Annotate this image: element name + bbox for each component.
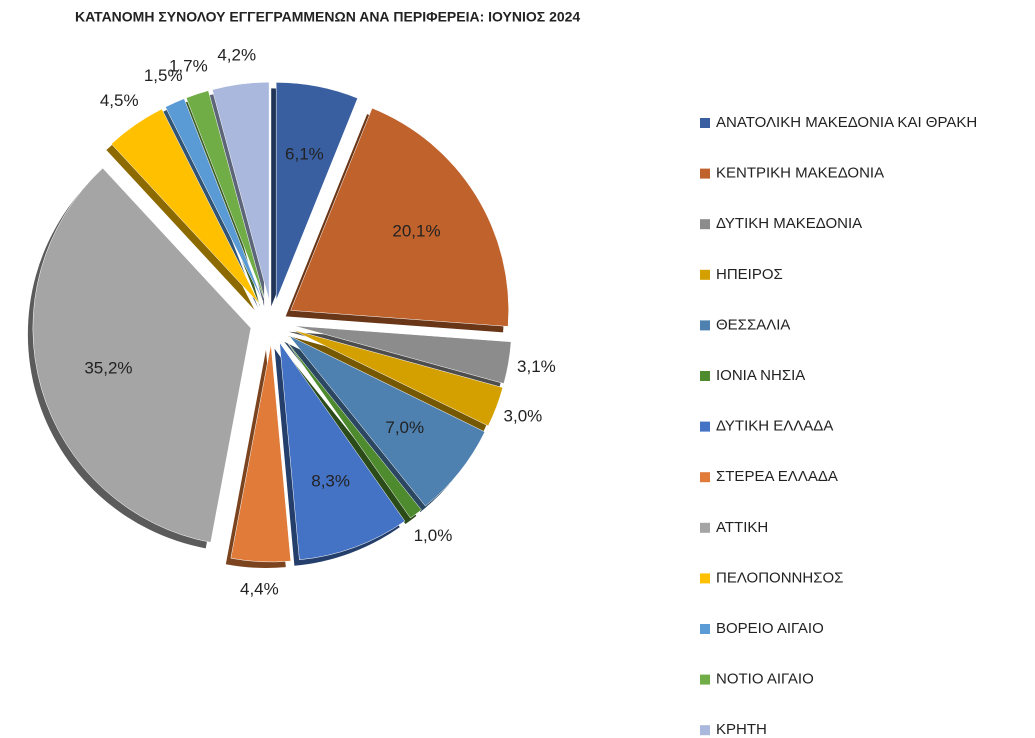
legend-swatch [700, 624, 710, 634]
slice [292, 329, 504, 427]
data-label: 3,1% [517, 357, 556, 376]
legend-label: ΒΟΡΕΙΟ ΑΙΓΑΙΟ [716, 620, 824, 637]
legend-swatch [700, 371, 710, 381]
legend-label: ΚΕΝΤΡΙΚΗ ΜΑΚΕΔΟΝΙΑ [716, 165, 884, 182]
slice [293, 325, 512, 384]
data-label: 4,5% [100, 91, 139, 110]
legend-swatch [700, 674, 710, 685]
slice-shadow [280, 345, 417, 525]
slice [230, 343, 292, 563]
legend-label: ΑΤΤΙΚΗ [716, 519, 768, 536]
legend-label: ΠΕΛΟΠΟΝΝΗΣΟΣ [716, 569, 843, 586]
data-label: 35,2% [84, 359, 132, 378]
legend-swatch [700, 269, 710, 280]
slice-shadow [287, 335, 498, 432]
legend-swatch [700, 472, 710, 483]
legend-label: ΗΠΕΙΡΟΣ [716, 266, 783, 283]
legend-label: ΣΤΕΡΕΑ ΕΛΛΑΔΑ [716, 468, 838, 485]
data-label: 4,2% [217, 45, 256, 64]
data-label: 20,1% [392, 221, 440, 240]
slice [288, 335, 486, 507]
legend-swatch [700, 320, 710, 331]
legend-label: ΑΝΑΤΟΛΙΚΗ ΜΑΚΕΔΟΝΙΑ ΚΑΙ ΘΡΑΚΗ [716, 114, 977, 131]
legend-label: ΘΕΣΣΑΛΙΑ [716, 316, 790, 333]
data-label: 3,0% [504, 407, 543, 426]
slice [185, 90, 266, 302]
slice [32, 167, 252, 543]
legend-label: ΙΟΝΙΑ ΝΗΣΙΑ [716, 367, 805, 384]
data-label: 1,5% [144, 66, 183, 85]
slice [275, 82, 358, 301]
data-label: 4,4% [240, 580, 279, 599]
legend-swatch [700, 421, 710, 432]
legend-swatch [700, 522, 710, 533]
legend-label: ΔΥΤΙΚΗ ΜΑΚΕΔΟΝΙΑ [716, 215, 862, 232]
legend-swatch [700, 118, 710, 128]
data-label: 8,3% [311, 471, 350, 490]
slice [290, 107, 509, 327]
slice [165, 98, 264, 303]
legend-label: ΚΡΗΤΗ [716, 721, 767, 738]
data-label: 1,0% [414, 526, 453, 545]
slice [284, 339, 422, 519]
legend-swatch [700, 168, 710, 179]
data-label: 1,7% [169, 57, 208, 76]
slice [211, 81, 270, 301]
legend-swatch [700, 219, 710, 230]
data-label: 7,0% [385, 418, 424, 437]
legend-label: ΝΟΤΙΟ ΑΙΓΑΙΟ [716, 671, 814, 688]
slice [111, 108, 260, 305]
data-label: 6,1% [285, 144, 324, 163]
legend-label: ΔΥΤΙΚΗ ΕΛΛΑΔΑ [716, 418, 833, 435]
legend-swatch [700, 573, 710, 584]
chart-title: ΚΑΤΑΝΟΜΗ ΣΥΝΟΛΟΥ ΕΓΓΕΓΡΑΜΜΕΝΩΝ ΑΝΑ ΠΕΡΙΦ… [75, 9, 580, 25]
slice [279, 341, 406, 561]
legend-swatch [700, 725, 710, 736]
